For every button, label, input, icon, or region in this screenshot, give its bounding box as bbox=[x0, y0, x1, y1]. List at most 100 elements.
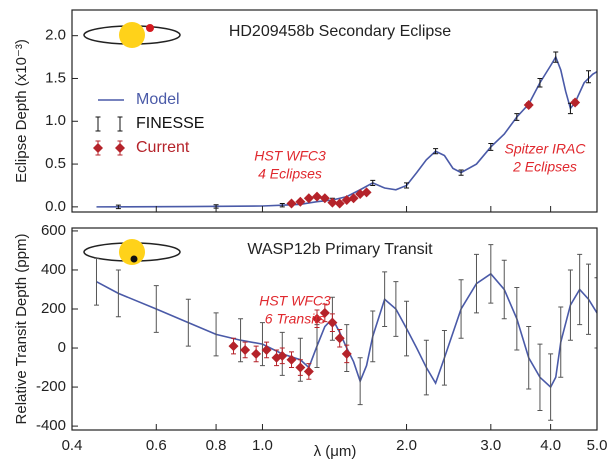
error-bar bbox=[279, 202, 285, 208]
y-tick-label: 1.5 bbox=[45, 69, 66, 86]
y-tick-label: 600 bbox=[41, 222, 66, 239]
data-point bbox=[286, 198, 297, 209]
y-tick-label: 200 bbox=[41, 300, 66, 317]
legend-swatch bbox=[93, 143, 103, 153]
y-tick-label: 0 bbox=[58, 339, 66, 356]
error-bar bbox=[548, 353, 554, 421]
annotation: 4 Eclipses bbox=[258, 166, 322, 182]
data-point bbox=[341, 348, 352, 359]
y-tick-label: 400 bbox=[41, 261, 66, 278]
y-tick-label: 1.0 bbox=[45, 112, 66, 129]
data-point bbox=[334, 333, 345, 344]
error-bar bbox=[115, 204, 121, 210]
error-bar bbox=[567, 269, 573, 341]
y-tick-label: -400 bbox=[36, 417, 66, 434]
error-bar bbox=[370, 179, 376, 186]
y-tick-label: 2.0 bbox=[45, 27, 66, 44]
data-point bbox=[303, 366, 314, 377]
error-bar bbox=[514, 113, 520, 121]
x-tick-label: 2.0 bbox=[396, 437, 417, 454]
error-bar bbox=[370, 310, 376, 363]
error-bar bbox=[514, 287, 520, 351]
y-axis-label: Eclipse Depth (x10⁻³) bbox=[13, 39, 30, 183]
data-point bbox=[341, 195, 352, 206]
data-point bbox=[311, 191, 322, 202]
data-point bbox=[261, 344, 272, 355]
data-point bbox=[348, 193, 359, 204]
data-point bbox=[327, 197, 338, 208]
error-bar bbox=[526, 326, 532, 390]
error-bar bbox=[382, 271, 388, 328]
legend-swatch bbox=[115, 143, 125, 153]
data-point bbox=[277, 350, 288, 361]
annotation: 2 Eclipses bbox=[512, 159, 577, 175]
legend-swatch bbox=[95, 116, 101, 132]
annotation: HST WFC3 bbox=[254, 148, 326, 164]
error-bar bbox=[501, 259, 507, 320]
data-point bbox=[286, 354, 297, 365]
annotation: 6 Transits bbox=[265, 311, 325, 327]
y-axis-label: Relative Transit Depth (ppm) bbox=[13, 234, 30, 425]
error-bar bbox=[458, 169, 464, 176]
x-tick-label: 0.8 bbox=[206, 437, 227, 454]
data-point bbox=[295, 196, 306, 207]
annotation: Spitzer IRAC bbox=[505, 141, 587, 157]
error-bar bbox=[115, 269, 121, 318]
x-tick-label: 3.0 bbox=[480, 437, 501, 454]
data-point bbox=[319, 307, 330, 318]
error-bar bbox=[553, 51, 559, 63]
y-tick-label: 0.5 bbox=[45, 155, 66, 172]
data-point bbox=[334, 198, 345, 209]
legend-label: FINESSE bbox=[136, 115, 204, 132]
panel-title: WASP12b Primary Transit bbox=[247, 241, 433, 258]
model-line bbox=[96, 272, 597, 389]
error-bar bbox=[357, 357, 363, 406]
data-point bbox=[295, 362, 306, 373]
data-point bbox=[570, 97, 581, 108]
error-bar bbox=[441, 329, 447, 386]
data-point bbox=[303, 193, 314, 204]
error-bar bbox=[577, 253, 583, 326]
x-tick-label: 1.0 bbox=[252, 437, 273, 454]
plot-frame bbox=[71, 227, 598, 431]
annotation: HST WFC3 bbox=[259, 293, 331, 309]
data-point bbox=[327, 317, 338, 328]
error-bar bbox=[586, 70, 592, 84]
error-bar bbox=[488, 143, 494, 151]
star-icon-bottom bbox=[83, 239, 181, 265]
data-point bbox=[361, 187, 372, 198]
x-tick-label: 5.0 bbox=[587, 437, 608, 454]
plot-area bbox=[93, 244, 597, 421]
error-bar bbox=[594, 277, 597, 349]
y-tick-label: -200 bbox=[36, 378, 66, 395]
error-bar bbox=[458, 279, 464, 339]
data-point bbox=[228, 341, 239, 352]
data-point bbox=[251, 348, 262, 359]
error-bar bbox=[238, 318, 244, 363]
star-icon-top bbox=[83, 22, 181, 48]
error-bar bbox=[586, 263, 592, 335]
x-tick-label: 0.4 bbox=[62, 437, 83, 454]
error-bar bbox=[404, 300, 410, 357]
error-bar bbox=[558, 306, 564, 378]
data-point bbox=[311, 313, 322, 324]
error-bar bbox=[259, 322, 265, 367]
data-point bbox=[523, 100, 534, 111]
error-bar bbox=[537, 343, 543, 411]
error-bar bbox=[423, 339, 429, 396]
error-bar bbox=[537, 77, 543, 88]
error-bar bbox=[185, 298, 191, 347]
plot-area bbox=[96, 51, 597, 210]
error-bar bbox=[404, 182, 410, 189]
x-tick-label: 4.0 bbox=[540, 437, 561, 454]
plot-frame bbox=[71, 9, 598, 213]
error-bar bbox=[93, 257, 99, 306]
error-bar bbox=[213, 312, 219, 357]
error-bar bbox=[393, 281, 399, 337]
legend-label: Model bbox=[136, 91, 180, 108]
x-axis-label: λ (μm) bbox=[314, 443, 357, 460]
error-bar bbox=[488, 244, 494, 304]
y-tick-label: 0.0 bbox=[45, 198, 66, 215]
error-bar bbox=[473, 253, 479, 314]
